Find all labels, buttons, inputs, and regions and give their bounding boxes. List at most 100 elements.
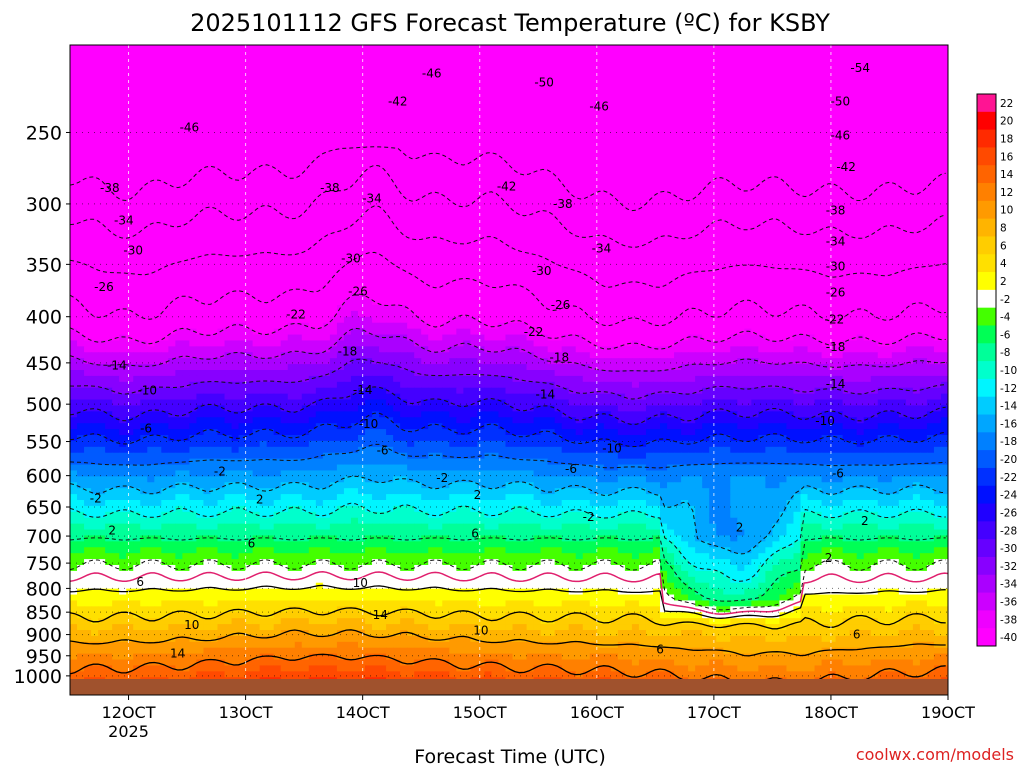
isotherm-label: -50: [534, 75, 554, 89]
colorbar-swatch: [977, 556, 996, 576]
isotherm-label: -14: [826, 377, 846, 391]
isotherm-label: -18: [826, 340, 846, 354]
isotherm-line: [70, 629, 946, 657]
freezing-line: [70, 571, 948, 615]
isotherm-label: -38: [320, 181, 340, 195]
isotherm-line: [70, 559, 946, 611]
colorbar-label: -34: [1000, 579, 1017, 591]
grid-lines: [70, 45, 948, 695]
colorbar-label: 6: [1000, 240, 1007, 252]
y-tick-label: 450: [26, 353, 62, 375]
isotherm-line: [70, 443, 946, 469]
colorbar-label: 12: [1000, 187, 1013, 199]
isotherm-label: -38: [100, 181, 120, 195]
isotherm-label: -6: [140, 421, 152, 435]
isotherm-label: -26: [94, 280, 114, 294]
isotherm-label: 2: [256, 493, 264, 507]
isotherm-label: -2: [583, 510, 595, 524]
colorbar-swatch: [977, 325, 996, 344]
colorbar-label: -12: [1000, 383, 1017, 395]
chart-title: 2025101112 GFS Forecast Temperature (ºC)…: [190, 9, 830, 37]
isotherm-label: -38: [826, 203, 846, 217]
isotherm-label: 6: [248, 536, 256, 550]
isotherm-line: [70, 386, 946, 426]
x-tick-label: 19OCT: [921, 703, 975, 722]
isotherm-label: -42: [497, 180, 517, 194]
isotherm-label: -46: [180, 121, 200, 135]
colorbar-swatch: [977, 307, 996, 326]
credit-text: coolwx.com/models: [856, 745, 1014, 764]
colorbar-swatch: [977, 343, 996, 362]
y-tick-label: 550: [26, 432, 62, 454]
isotherm-label: 6: [853, 628, 861, 642]
isotherm-label: -6: [565, 462, 577, 476]
colorbar-label: -8: [1000, 347, 1010, 359]
colorbar-label: -10: [1000, 365, 1017, 377]
colorbar-swatch: [977, 628, 996, 647]
isotherm-line: [70, 475, 946, 555]
colorbar-label: -36: [1000, 596, 1017, 608]
isotherm-label: -34: [362, 192, 382, 206]
colorbar-swatch: [977, 521, 996, 540]
colorbar-swatch: [977, 574, 996, 594]
isotherm-label: -34: [114, 214, 134, 228]
colorbar-swatch: [977, 218, 996, 237]
isotherm-label: 6: [656, 643, 664, 657]
colorbar-swatch: [977, 94, 996, 113]
colorbar-label: -38: [1000, 614, 1017, 626]
isotherm-label: 14: [373, 608, 388, 622]
isotherm-label: -6: [832, 467, 844, 481]
isotherm-line: [70, 412, 946, 448]
isotherm-label: -46: [589, 100, 609, 114]
isotherm-label: -14: [535, 388, 555, 402]
colorbar-label: -2: [1000, 294, 1010, 306]
colorbar-label: -22: [1000, 472, 1017, 484]
isotherm-label: -42: [388, 94, 408, 108]
colorbar-label: -18: [1000, 436, 1017, 448]
isotherm-label: -22: [825, 313, 845, 327]
colorbar-label: -6: [1000, 329, 1011, 341]
x-tick-label: 16OCT: [570, 703, 624, 722]
colorbar-label: 20: [1000, 116, 1013, 128]
isotherm-label: -10: [359, 417, 379, 431]
isotherm-label: 2: [825, 551, 833, 565]
colorbar-label: -24: [1000, 490, 1017, 502]
y-tick-label: 250: [26, 122, 62, 144]
isotherm-line: [70, 293, 946, 350]
colorbar-swatch: [977, 165, 996, 184]
y-tick-label: 800: [26, 578, 62, 600]
colorbar-swatch: [977, 396, 996, 416]
isotherm-line: [70, 164, 946, 248]
colorbar-label: 2: [1000, 276, 1007, 288]
isotherm-label: 2: [474, 488, 482, 502]
isotherm-label: -10: [815, 414, 835, 428]
isotherm-label: 2: [861, 514, 869, 528]
colorbar-label: -30: [1000, 543, 1017, 555]
colorbar-swatch: [977, 129, 996, 148]
colorbar-label: -16: [1000, 418, 1017, 430]
y-tick-label: 300: [26, 194, 62, 216]
isotherm-label: 10: [473, 624, 488, 638]
isotherm-label: -22: [286, 308, 306, 322]
isotherm-line: [70, 607, 946, 630]
isotherm-label: 10: [184, 618, 199, 632]
y-tick-label: 600: [26, 466, 62, 488]
isotherm-label: -34: [592, 241, 612, 255]
isotherm-label: -30: [826, 260, 846, 274]
isotherm-label: 6: [136, 575, 144, 589]
isotherm-label: -10: [602, 442, 622, 456]
colorbar-label: 4: [1000, 258, 1007, 270]
isotherm-label: -34: [826, 234, 846, 248]
y-tick-label: 700: [26, 526, 62, 548]
isotherm-label: -2: [436, 471, 448, 485]
colorbar-label: 14: [1000, 169, 1014, 181]
isotherm-label: 6: [471, 526, 479, 540]
colorbar-swatch: [977, 414, 996, 433]
colorbar-label: 22: [1000, 98, 1013, 110]
isotherm-label: -54: [850, 61, 870, 75]
y-tick-label: 950: [26, 646, 62, 668]
colorbar-swatch: [977, 378, 996, 398]
isotherm-labels: -54 -50 -50 -46 -46 -46 -46 -42 -42 -42 -38 -38 -38 -…: [90, 61, 870, 661]
